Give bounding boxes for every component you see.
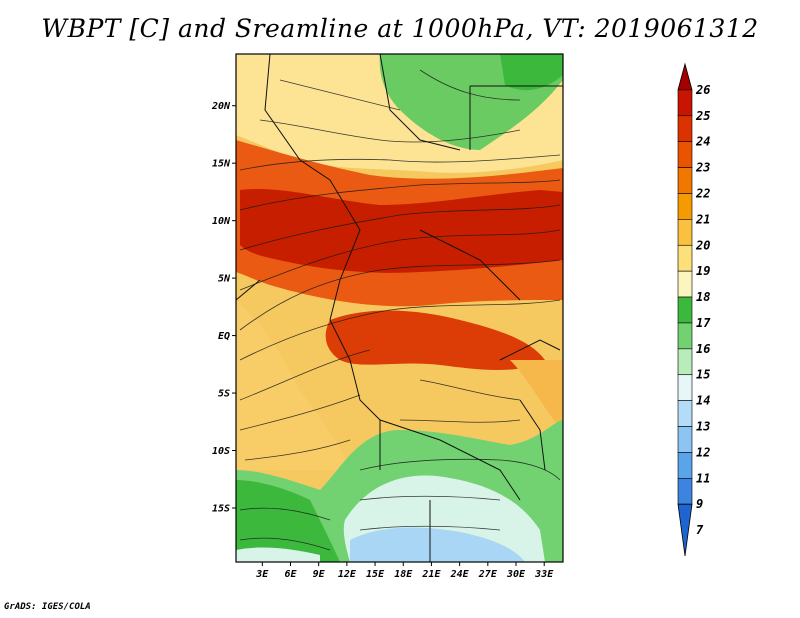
colorbar-label: 18 — [696, 290, 710, 304]
lat-tick-label: 5S — [218, 389, 230, 400]
lat-tick-label: EQ — [218, 331, 230, 342]
wbpt-field — [236, 54, 563, 562]
colorbar-label: 14 — [696, 394, 710, 408]
colorbar-label: 22 — [695, 186, 710, 200]
lon-tick-label: 24E — [450, 569, 470, 580]
colorbar-segment — [677, 478, 693, 505]
colorbar-label: 12 — [696, 445, 710, 459]
lat-tick-label: 20N — [211, 101, 231, 112]
colorbar-segment — [677, 296, 693, 324]
colorbar-label: 7 — [696, 523, 704, 537]
colorbar-segment — [677, 322, 693, 350]
colorbar-label: 23 — [695, 161, 710, 175]
colorbar-label: 11 — [696, 471, 710, 485]
colorbar-segment — [677, 89, 693, 117]
colorbar-segment — [677, 426, 693, 453]
lat-tick-label: 15S — [212, 503, 230, 514]
latitude-axis: 20N 15N 10N 5N EQ 5S 10S 15S — [211, 101, 236, 514]
colorbar-label: 15 — [696, 368, 710, 382]
colorbar-label: 24 — [695, 135, 710, 149]
colorbar-label: 17 — [696, 316, 711, 330]
colorbar-segment — [677, 374, 693, 401]
lon-tick-label: 3E — [255, 569, 269, 580]
colorbar-segment — [677, 141, 693, 168]
map-frame — [235, 53, 564, 563]
colorbar-segment — [677, 270, 693, 298]
colorbar-label: 13 — [696, 420, 710, 434]
streamlines — [239, 69, 561, 551]
colorbar-segment — [677, 400, 693, 427]
lon-tick-label: 21E — [421, 569, 441, 580]
longitude-axis: 3E 6E 9E 12E 15E 18E 21E 24E 27E 30E 33E — [255, 562, 554, 580]
lon-tick-label: 12E — [338, 569, 357, 580]
lon-tick-label: 6E — [284, 569, 297, 580]
lon-tick-label: 33E — [534, 569, 554, 580]
colorbar-label: 20 — [695, 238, 710, 252]
lon-tick-label: 27E — [478, 569, 498, 580]
lon-tick-label: 9E — [313, 569, 326, 580]
lon-tick-label: 18E — [394, 569, 413, 580]
lat-tick-label: 5N — [218, 274, 231, 285]
colorbar-label: 9 — [696, 497, 703, 511]
lon-tick-label: 30E — [506, 569, 526, 580]
colorbar-label: 16 — [696, 342, 710, 356]
colorbar-label: 26 — [695, 83, 710, 97]
grads-credit: GrADS: IGES/COLA — [4, 602, 91, 612]
colorbar-segment — [677, 193, 693, 220]
lat-tick-label: 10N — [212, 216, 231, 227]
colorbar-segment — [677, 167, 693, 194]
colorbar-top-arrow — [677, 62, 693, 91]
colorbar-label: 21 — [695, 212, 710, 226]
colorbar: 26 25 24 23 22 21 20 19 18 17 16 15 14 13 12 11 9 7 — [677, 62, 711, 557]
map-title: WBPT [C] and Sreamline at 1000hPa, VT: 2… — [41, 14, 759, 43]
lon-tick-label: 15E — [366, 569, 385, 580]
colorbar-bottom-arrow — [677, 503, 693, 557]
lat-tick-label: 15N — [212, 159, 231, 170]
country-borders — [236, 54, 563, 562]
colorbar-segment — [677, 348, 693, 376]
colorbar-label: 25 — [695, 109, 710, 123]
colorbar-label: 19 — [696, 264, 710, 278]
colorbar-segment — [677, 115, 693, 142]
colorbar-segment — [677, 452, 693, 479]
colorbar-segment — [677, 219, 693, 246]
colorbar-segment — [677, 244, 693, 272]
lat-tick-label: 10S — [212, 446, 230, 457]
